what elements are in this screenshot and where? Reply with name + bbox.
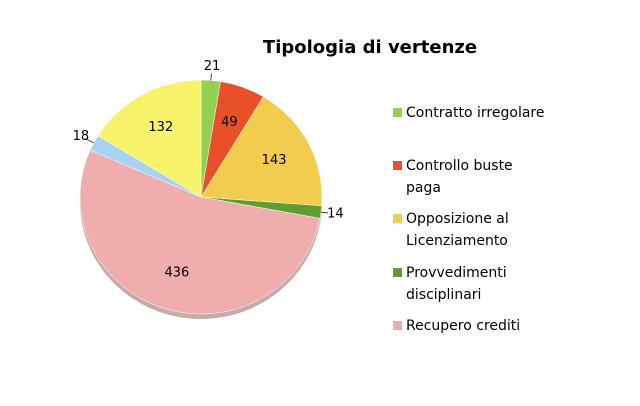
value-label: 49 [221, 115, 238, 130]
value-label: 18 [73, 129, 90, 144]
legend-label: Provvedimenti disciplinari [406, 265, 507, 303]
legend-label: Controllo buste paga [406, 158, 513, 196]
legend-marker [393, 268, 402, 277]
leader-line [87, 139, 94, 144]
value-label: 436 [164, 266, 189, 281]
legend-label: Opposizione al Licenziamento [406, 211, 509, 249]
value-label: 21 [204, 59, 221, 74]
value-label: 143 [262, 153, 287, 168]
legend-label: Recupero crediti [406, 318, 521, 334]
legend-marker [393, 214, 402, 223]
legend-marker [393, 321, 402, 330]
value-label: 14 [327, 206, 344, 221]
leader-line [320, 211, 329, 214]
value-label: 132 [148, 120, 173, 135]
leader-line [210, 73, 212, 81]
pie-slice [79, 149, 321, 315]
chart-title: Tipologia di vertenze [263, 37, 477, 58]
legend-marker [393, 161, 402, 170]
legend-label: Contratto irregolare [406, 105, 545, 121]
pie-slice [97, 79, 202, 198]
pie-slice [200, 96, 323, 207]
legend-marker [393, 108, 402, 117]
